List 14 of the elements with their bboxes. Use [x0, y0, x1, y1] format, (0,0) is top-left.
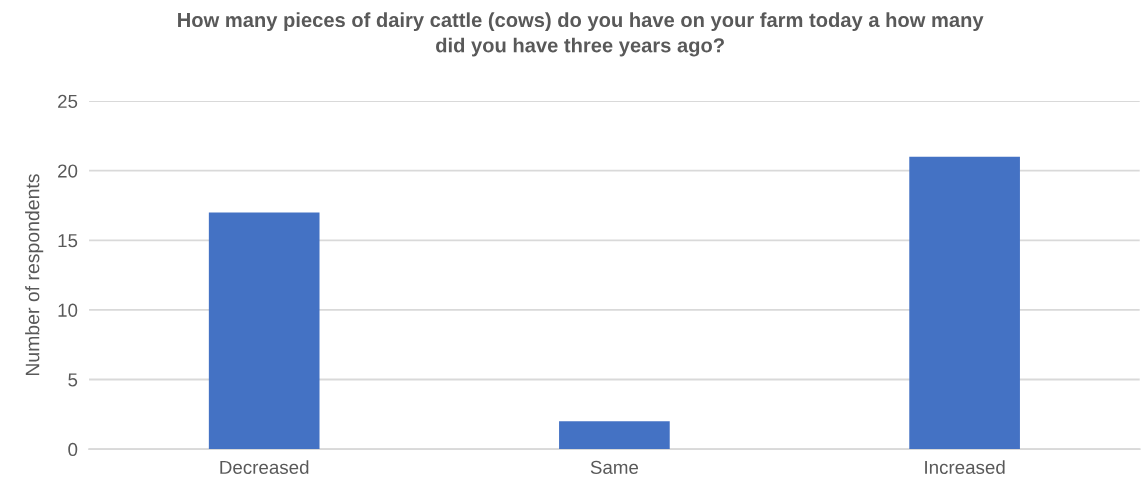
y-tick-label: 20 [58, 164, 78, 178]
y-tick-label: 10 [58, 303, 78, 317]
bar [559, 421, 670, 450]
y-axis-title: Number of respondents [25, 174, 44, 376]
x-tick-label: Decreased [220, 460, 309, 475]
y-tick-label: 25 [58, 94, 78, 109]
bar [909, 156, 1020, 450]
x-tick-label: Increased [925, 460, 1005, 475]
y-tick-label: 0 [68, 442, 78, 457]
chart-title: How many pieces of dairy cattle (cows) do you have on your farm today a how many did you have three years ago? [178, 12, 984, 57]
y-tick-label: 15 [58, 234, 78, 248]
bar [208, 212, 320, 450]
y-tick-label: 5 [68, 373, 78, 387]
x-tick-label: Same [590, 460, 639, 475]
